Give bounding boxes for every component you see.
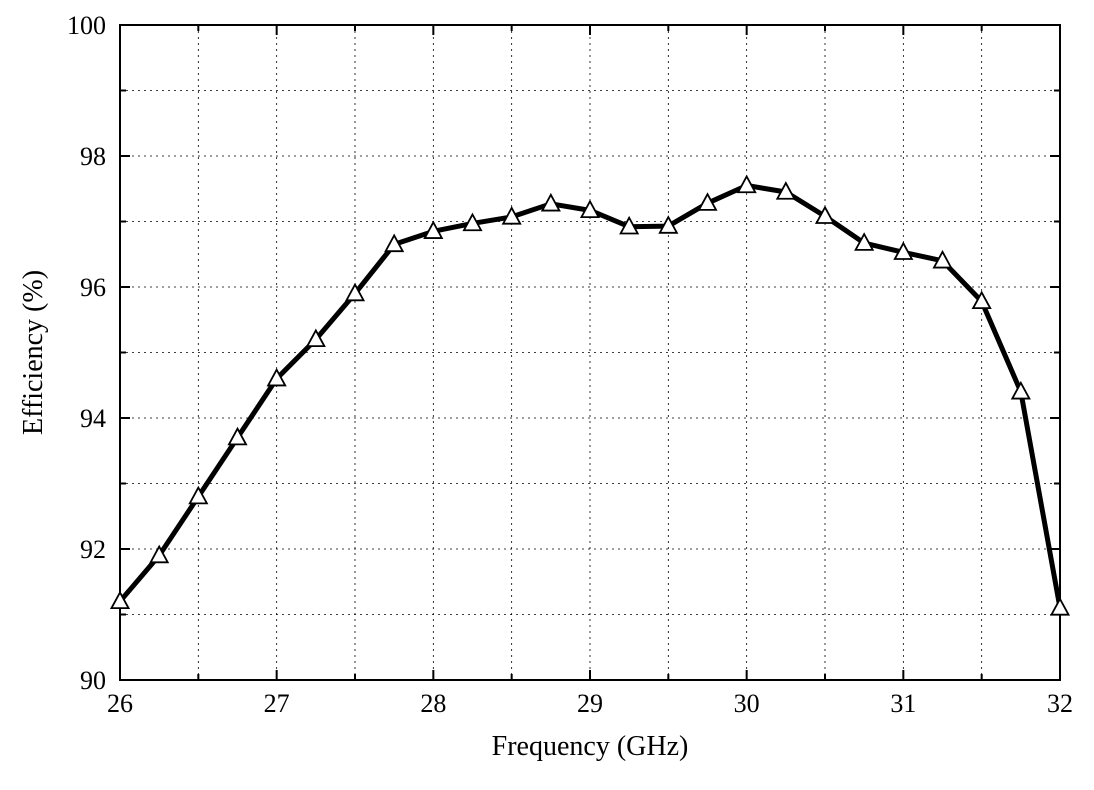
svg-text:28: 28 <box>420 689 446 718</box>
svg-text:32: 32 <box>1047 689 1073 718</box>
svg-text:100: 100 <box>67 11 106 40</box>
svg-text:31: 31 <box>890 689 916 718</box>
svg-text:96: 96 <box>80 273 106 302</box>
svg-text:98: 98 <box>80 142 106 171</box>
svg-text:92: 92 <box>80 535 106 564</box>
svg-text:26: 26 <box>107 689 133 718</box>
chart-svg: 26 27 28 29 30 31 32 90 92 94 96 98 100 Frequency (GH… <box>0 0 1094 790</box>
y-axis-label: Efficiency (%) <box>18 270 49 435</box>
efficiency-chart: 26 27 28 29 30 31 32 90 92 94 96 98 100 Frequency (GH… <box>0 0 1094 790</box>
svg-text:29: 29 <box>577 689 603 718</box>
svg-text:27: 27 <box>264 689 290 718</box>
x-axis-label: Frequency (GHz) <box>492 731 689 762</box>
svg-text:94: 94 <box>80 404 106 433</box>
svg-text:30: 30 <box>734 689 760 718</box>
svg-text:90: 90 <box>80 666 106 695</box>
